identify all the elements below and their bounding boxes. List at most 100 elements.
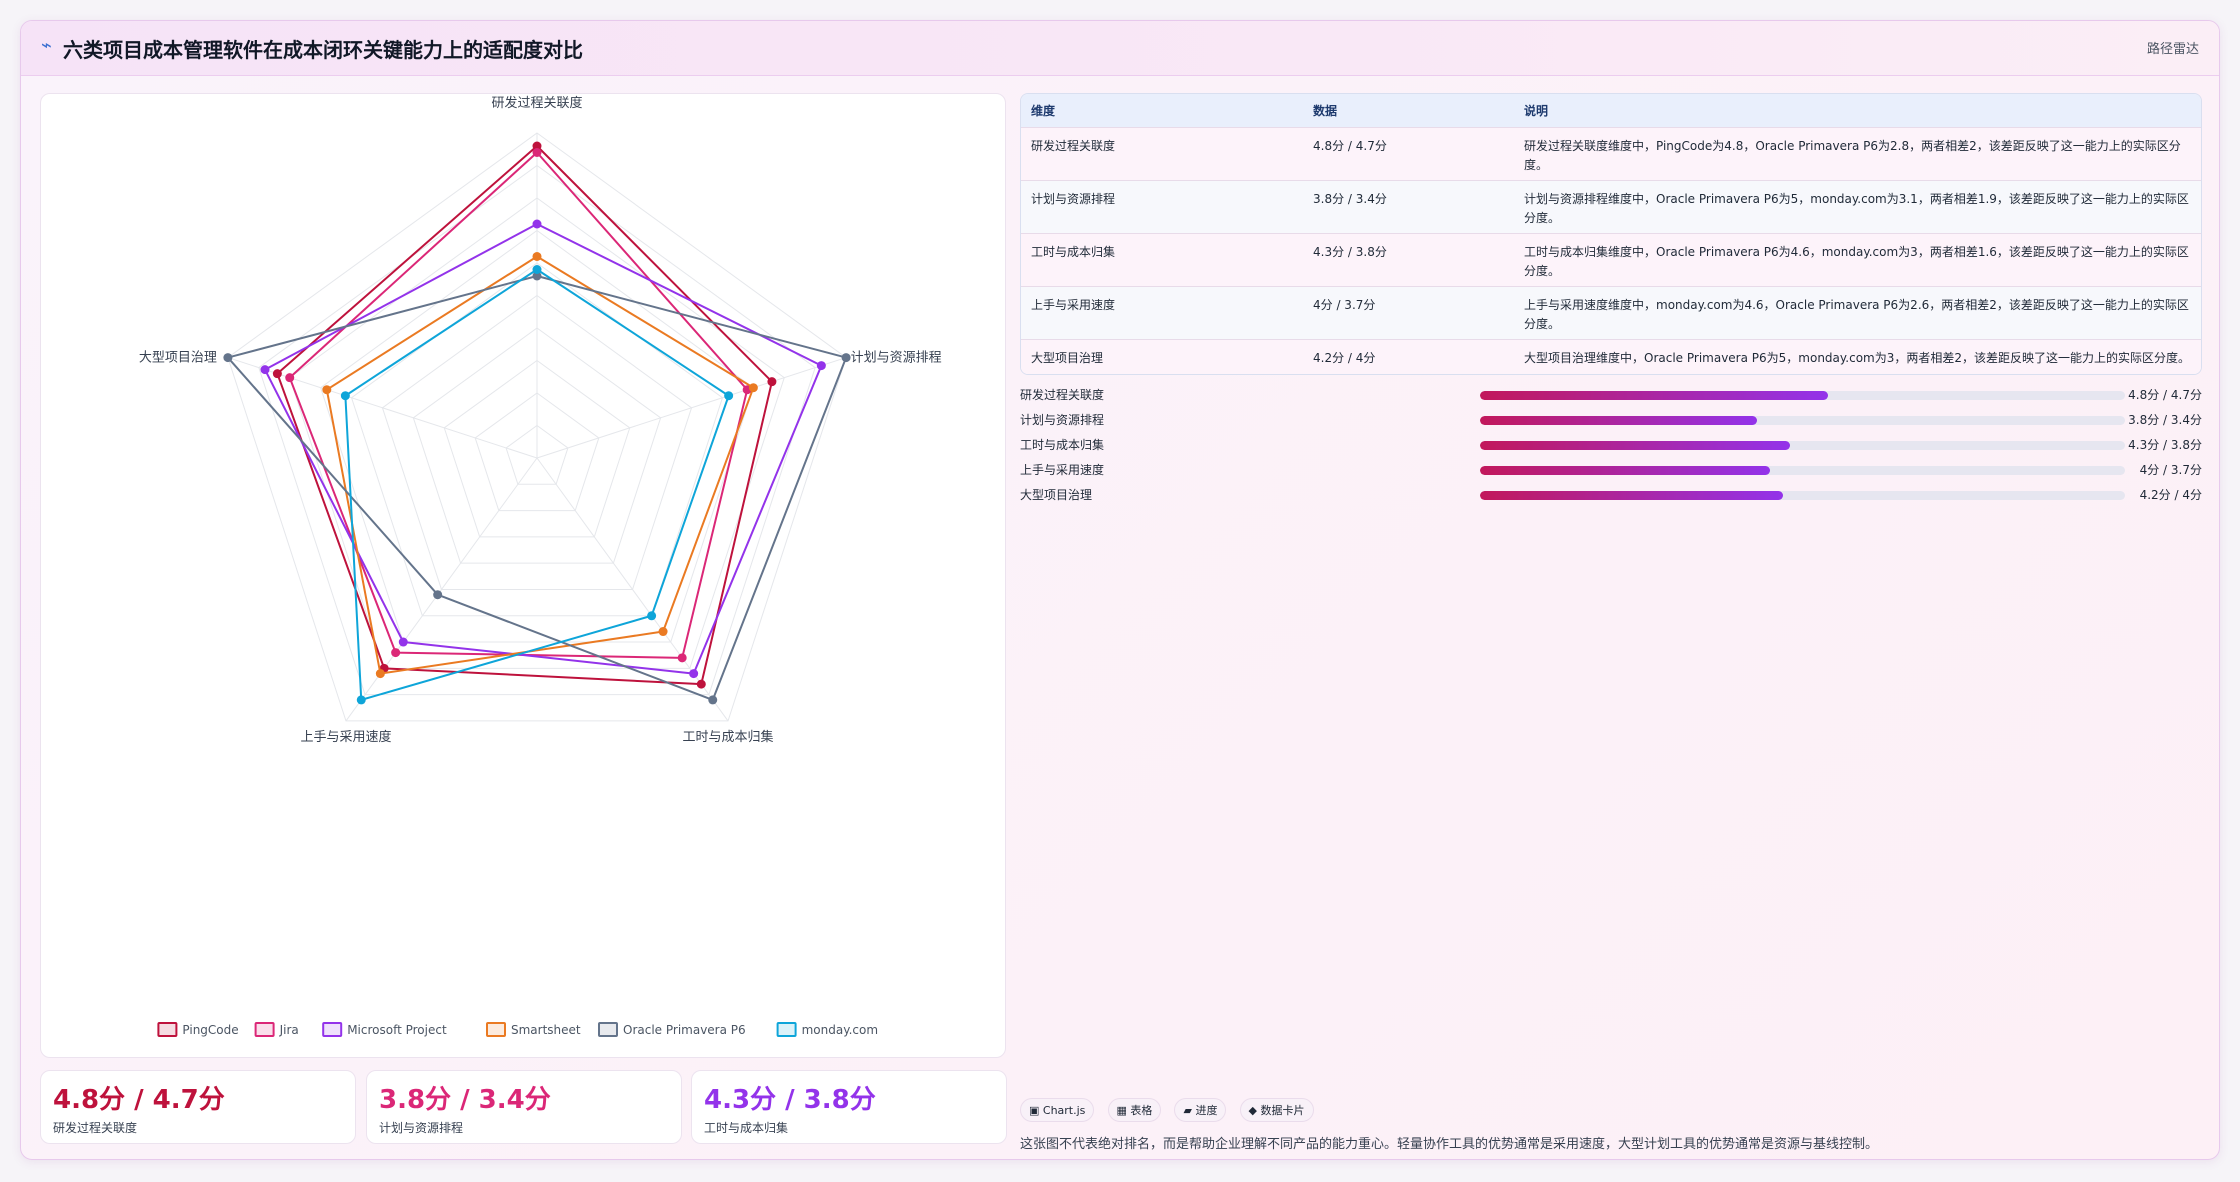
- kpi-card: 3.8分 / 3.4分 计划与资源排程: [366, 1070, 682, 1144]
- kpi-value: 4.8分 / 4.7分: [53, 1085, 225, 1115]
- progress-fill: [1480, 391, 1829, 400]
- axis-label: 计划与资源排程: [851, 351, 942, 366]
- progress-track: [1480, 466, 2125, 475]
- series-line: [276, 145, 773, 686]
- kpi-value: 3.8分 / 3.4分: [379, 1085, 551, 1115]
- header-bar: ⌁ 六类项目成本管理软件在成本闭环关键能力上的适配度对比 路径雷达: [21, 21, 2219, 76]
- footnote: 这张图不代表绝对排名，而是帮助企业理解不同产品的能力重心。轻量协作工具的优势通常…: [1020, 1137, 1879, 1152]
- grid-spoke: [536, 357, 847, 459]
- data-point: [532, 148, 542, 157]
- dashboard-window: ⌁ 六类项目成本管理软件在成本闭环关键能力上的适配度对比 路径雷达 研发过程关联…: [20, 20, 2220, 1160]
- table-row: 大型项目治理 4.2分 / 4分 大型项目治理维度中，Oracle Primav…: [1021, 339, 2201, 374]
- axis-label: 工时与成本归集: [683, 729, 774, 745]
- data-point: [322, 385, 332, 395]
- progress-row: 工时与成本归集 4.3分 / 3.8分: [1020, 434, 2202, 459]
- legend-swatch: [322, 1022, 343, 1037]
- table-cell-dimension: 大型项目治理: [1031, 350, 1104, 365]
- table-cell-description: 大型项目治理维度中，Oracle Primavera P6为5，monday.c…: [1524, 350, 2191, 365]
- table-cell-dimension: 工时与成本归集: [1031, 244, 1116, 259]
- data-point: [285, 373, 295, 383]
- progress-fill: [1480, 441, 1790, 450]
- data-point: [532, 219, 542, 229]
- kpi-label: 研发过程关联度: [53, 1121, 138, 1135]
- table-cell-data: 4.2分 / 4分: [1313, 350, 1376, 365]
- legend-swatch: [598, 1022, 618, 1037]
- data-point: [647, 611, 657, 621]
- table-header-row: 维度 数据 说明: [1021, 94, 2201, 127]
- pulse-icon: ⌁: [41, 35, 52, 56]
- comparison-table-container: 维度 数据 说明 研发过程关联度 4.8分 / 4.7分 研发过程关联度维度中，…: [1020, 93, 2202, 375]
- progress-label: 计划与资源排程: [1020, 413, 1105, 427]
- progress-row: 大型项目治理 4.2分 / 4分: [1020, 484, 2202, 509]
- table-cell-description: 上手与采用速度维度中，monday.com为4.6，Oracle Primave…: [1524, 297, 2189, 331]
- progress-label: 研发过程关联度: [1020, 388, 1105, 402]
- view-chips: ▣ Chart.js ▦ 表格 ▰ 进度 ◆ 数据卡片: [1020, 1098, 1322, 1122]
- legend-label: Microsoft Project: [347, 1023, 447, 1037]
- progress-value: 4.8分 / 4.7分: [2128, 388, 2202, 402]
- progress-fill: [1480, 491, 1784, 500]
- grid-ring: [350, 262, 724, 617]
- progress-fill: [1480, 416, 1758, 425]
- progress-row: 计划与资源排程 3.8分 / 3.4分: [1020, 409, 2202, 434]
- data-point: [260, 365, 270, 375]
- data-point: [708, 695, 718, 705]
- data-point: [433, 590, 443, 600]
- table-header-cell: 维度: [1031, 103, 1056, 118]
- data-point: [767, 377, 777, 387]
- table-cell-data: 4分 / 3.7分: [1313, 297, 1376, 312]
- chip-progress[interactable]: ▰ 进度: [1174, 1098, 1227, 1122]
- data-point: [398, 637, 408, 647]
- data-point: [391, 648, 401, 658]
- table-cell-dimension: 计划与资源排程: [1031, 191, 1116, 206]
- progress-label: 工时与成本归集: [1020, 438, 1105, 452]
- legend-label: Oracle Primavera P6: [623, 1023, 746, 1037]
- kpi-card: 4.8分 / 4.7分 研发过程关联度: [40, 1070, 356, 1144]
- series-line: [226, 275, 848, 701]
- grid-ring: [320, 229, 754, 643]
- kpi-label: 计划与资源排程: [379, 1121, 464, 1135]
- chip-table[interactable]: ▦ 表格: [1107, 1098, 1162, 1122]
- grid-ring: [412, 327, 662, 564]
- chip-data-cards[interactable]: ◆ 数据卡片: [1239, 1098, 1314, 1122]
- data-point: [696, 679, 706, 689]
- axis-label: 大型项目治理: [139, 351, 217, 366]
- view-tag[interactable]: 路径雷达: [2146, 42, 2199, 57]
- data-point: [532, 271, 542, 281]
- grid-ring: [474, 392, 600, 512]
- progress-value: 3.8分 / 3.4分: [2128, 413, 2202, 427]
- chip-chartjs[interactable]: ▣ Chart.js: [1020, 1098, 1095, 1122]
- table-row: 研发过程关联度 4.8分 / 4.7分 研发过程关联度维度中，PingCode为…: [1021, 127, 2201, 180]
- grid-ring: [443, 359, 631, 538]
- grid-ring: [258, 164, 816, 696]
- table-cell-data: 4.8分 / 4.7分: [1313, 138, 1387, 153]
- table-cell-data: 4.3分 / 3.8分: [1313, 244, 1387, 259]
- radar-chart-card: 研发过程关联度 计划与资源排程 工时与成本归集 上手与采用速度 大型项目治理 PingCo…: [40, 93, 1006, 1058]
- data-point: [532, 141, 542, 151]
- data-point: [748, 383, 758, 393]
- series-line: [263, 223, 823, 675]
- data-point: [532, 252, 542, 261]
- progress-track: [1480, 491, 2125, 500]
- progress-list: 研发过程关联度 4.8分 / 4.7分 计划与资源排程 3.8分 / 3.4分 …: [1020, 384, 2202, 509]
- legend-swatch: [254, 1022, 275, 1037]
- data-point: [532, 265, 542, 274]
- table-cell-dimension: 上手与采用速度: [1031, 297, 1116, 312]
- grid-ring: [227, 132, 847, 722]
- progress-label: 上手与采用速度: [1020, 463, 1105, 477]
- data-point: [689, 669, 699, 679]
- kpi-value: 4.3分 / 3.8分: [704, 1085, 876, 1115]
- table-cell-description: 计划与资源排程维度中，Oracle Primavera P6为5，monday.…: [1524, 191, 2189, 225]
- progress-track: [1480, 441, 2125, 450]
- legend-label: Jira: [279, 1023, 299, 1037]
- data-point: [272, 369, 282, 379]
- data-point: [816, 361, 826, 371]
- table-cell-description: 工时与成本归集维度中，Oracle Primavera P6为4.6，monda…: [1524, 244, 2189, 278]
- data-point: [223, 353, 233, 363]
- table-row: 计划与资源排程 3.8分 / 3.4分 计划与资源排程维度中，Oracle Pr…: [1021, 180, 2201, 233]
- legend-label: monday.com: [802, 1023, 878, 1037]
- progress-value: 4.3分 / 3.8分: [2128, 438, 2202, 452]
- progress-track: [1480, 416, 2125, 425]
- legend-label: PingCode: [182, 1023, 238, 1037]
- table-cell-data: 3.8分 / 3.4分: [1313, 191, 1387, 206]
